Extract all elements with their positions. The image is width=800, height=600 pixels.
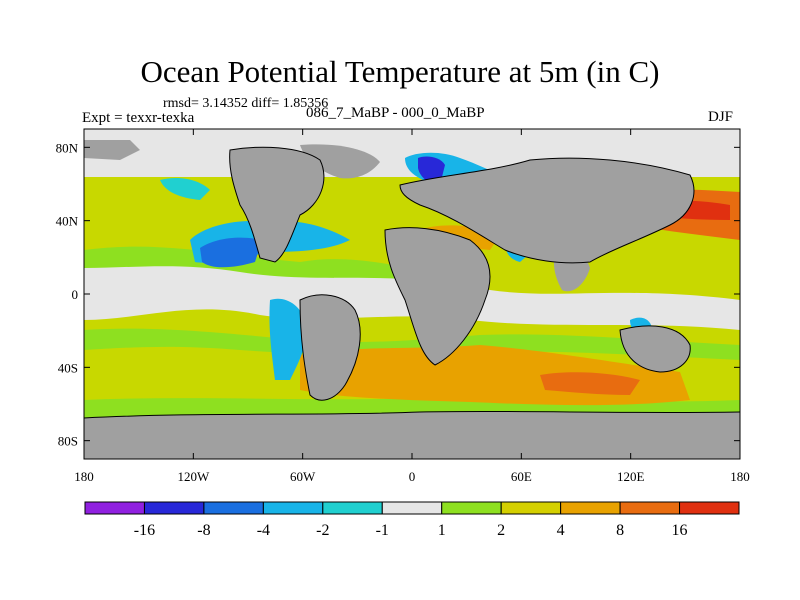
chart-title: Ocean Potential Temperature at 5m (in C)	[140, 54, 660, 89]
colorbar-label: 1	[438, 522, 446, 539]
x-tick-label: 120W	[177, 469, 210, 484]
field-darkblue-atlantic	[200, 237, 262, 268]
land-greenland	[300, 144, 380, 179]
colorbar-label: -2	[316, 522, 329, 539]
land-antarctica	[84, 411, 740, 459]
y-tick-label: 0	[72, 287, 79, 302]
y-tick-label: 40N	[56, 214, 79, 229]
field-blue-southamerica-west	[269, 298, 307, 380]
colorbar-box	[441, 501, 502, 515]
colorbar-box	[560, 501, 621, 515]
land-mask	[84, 140, 740, 459]
season-label: DJF	[708, 109, 734, 125]
land-africa	[385, 227, 490, 365]
x-tick-label: 60W	[290, 469, 316, 484]
colorbar-box	[381, 501, 443, 515]
x-tick-label: 180	[730, 469, 750, 484]
colorbar-label: 16	[672, 522, 688, 539]
x-tick-label: 120E	[617, 469, 645, 484]
coast-antarctica	[84, 410, 740, 419]
experiment-label: Expt = texxr-texka	[82, 110, 195, 126]
stats-text: rmsd= 3.14352 diff= 1.85356	[163, 96, 329, 111]
x-tick-label: 60E	[511, 469, 532, 484]
coast-eurasia	[399, 157, 695, 264]
field-green-south	[84, 328, 740, 360]
axes: 180 120W 60W 0 60E 120E 180 80N 40N 0 40S 80S	[56, 129, 750, 484]
colorbar-label: 4	[557, 522, 565, 539]
field-orange-southindian	[540, 372, 640, 395]
colorbar-box	[203, 501, 264, 515]
land-india	[553, 248, 590, 292]
coast-africa	[384, 227, 491, 366]
colorbar-box	[619, 501, 681, 515]
field-green-north	[84, 246, 420, 280]
y-tick-label: 80S	[58, 434, 78, 449]
land-australia	[620, 325, 691, 372]
colorbar-box	[84, 501, 145, 515]
colorbar-box	[679, 501, 740, 515]
coast-south-america	[299, 294, 361, 401]
coast-australia	[619, 325, 691, 373]
colorbar-label: 2	[497, 522, 505, 539]
colorbar-label: -16	[134, 522, 155, 539]
colorbar-box	[143, 501, 205, 515]
y-tick-label: 80N	[56, 140, 79, 155]
land-beringia	[84, 140, 140, 160]
x-tick-label: 180	[74, 469, 94, 484]
land-south-america	[300, 294, 361, 401]
x-tick-label: 0	[409, 469, 416, 484]
coast-north-america	[229, 146, 325, 263]
colorbar-box	[322, 501, 383, 515]
colorbar-label: -4	[257, 522, 270, 539]
colorbar-box	[500, 501, 562, 515]
colorbar: -16 -8 -4 -2 -1 1 2 4 8 16	[84, 501, 740, 539]
colorbar-box	[262, 501, 324, 515]
colorbar-label: 8	[616, 522, 624, 539]
temperature-field	[84, 129, 740, 459]
field-cyan-north	[160, 178, 210, 200]
colorbar-label: -8	[197, 522, 210, 539]
y-tick-label: 40S	[58, 360, 78, 375]
comparison-label: 086_7_MaBP - 000_0_MaBP	[306, 105, 485, 121]
colorbar-label: -1	[376, 522, 389, 539]
land-eurasia	[400, 158, 694, 263]
coastlines	[84, 146, 740, 419]
